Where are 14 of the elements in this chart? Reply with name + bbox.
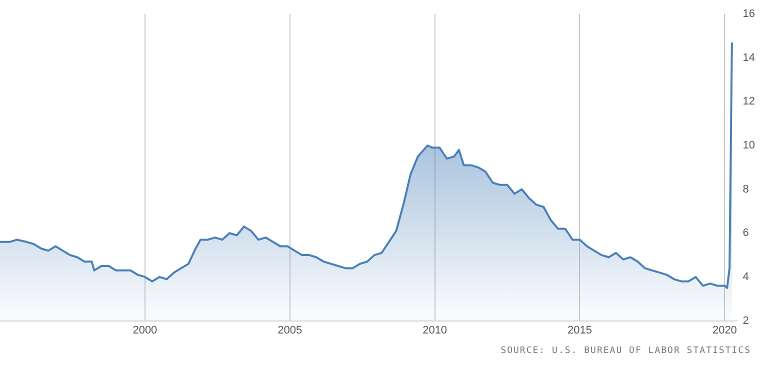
y-tick-label: 16 <box>742 8 756 20</box>
y-tick-label: 14 <box>742 52 756 64</box>
x-tick-label: 2005 <box>278 324 302 336</box>
x-tick-label: 2010 <box>422 324 448 336</box>
y-tick-label: 6 <box>742 227 749 240</box>
y-tick-label: 8 <box>742 183 749 196</box>
x-tick-label: 2000 <box>132 324 158 336</box>
y-tick-label: 2 <box>742 314 749 327</box>
source-note: SOURCE: U.S. BUREAU OF LABOR STATISTICS <box>500 346 751 356</box>
x-tick-label: 2015 <box>568 324 592 336</box>
y-tick-label: 12 <box>742 96 756 108</box>
x-tick-label: 2020 <box>712 324 737 336</box>
y-tick-label: 10 <box>742 140 756 152</box>
y-tick-label: 4 <box>742 271 749 284</box>
